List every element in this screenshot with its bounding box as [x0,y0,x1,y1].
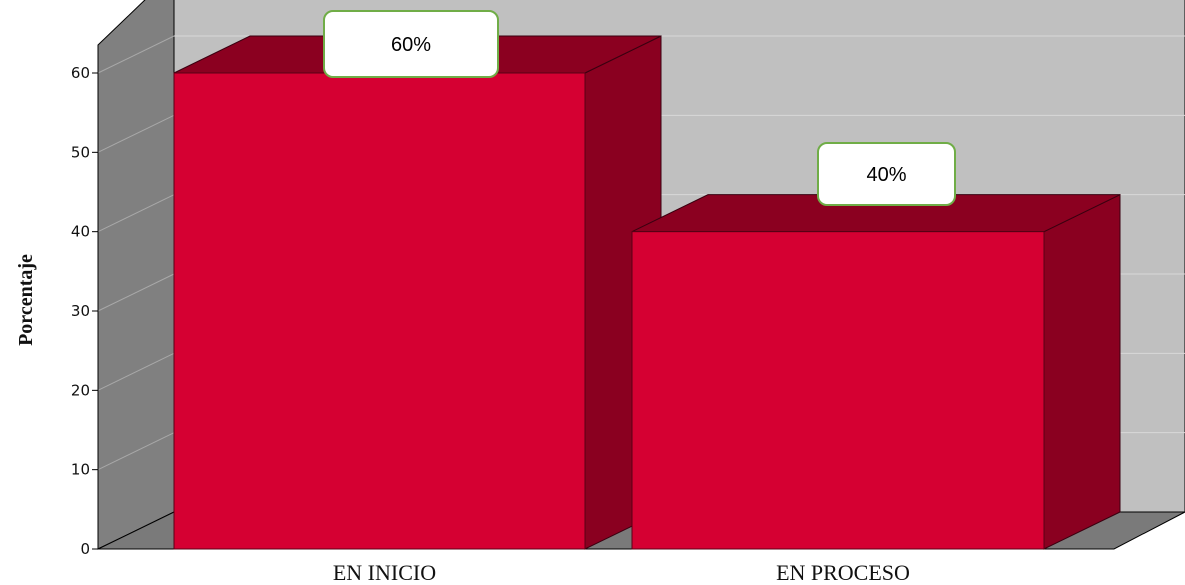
y-tick-label: 30 [71,302,90,320]
x-tick-label: EN PROCESO [776,560,910,585]
y-tick-label: 10 [71,461,90,479]
gridline-side [97,194,175,233]
y-tick-label: 0 [80,540,90,558]
data-label-2: 40% [817,142,956,206]
y-axis-label: Porcentaje [15,254,37,346]
gridline-side [97,273,175,312]
bar-front [173,72,586,550]
y-tick-label: 40 [71,223,90,241]
callout-text: 40% [866,164,906,186]
gridline-side [97,114,175,153]
y-tick-label: 20 [71,381,90,399]
y-tick-label: 60 [71,64,90,82]
gridline-side [97,352,175,391]
bar-front [631,231,1045,550]
x-tick-label: EN INICIO [333,560,436,585]
callout-box [323,10,499,78]
bar-side [1043,193,1121,550]
y-axis: 0 10 20 30 40 50 60 [71,45,99,558]
gridline-side [97,35,175,74]
x-axis-labels: EN INICIO EN PROCESO [333,560,910,585]
y-tick-label: 50 [71,143,90,161]
callout-text: 60% [391,34,431,56]
data-label-1: 60% [323,10,499,78]
bar-2 [631,193,1121,550]
gridline-side [97,432,175,471]
side-wall [97,0,175,550]
bars [173,35,1121,550]
bar-1 [173,35,662,550]
callout-box [817,142,956,206]
data-labels: 60% 40% [323,10,956,206]
